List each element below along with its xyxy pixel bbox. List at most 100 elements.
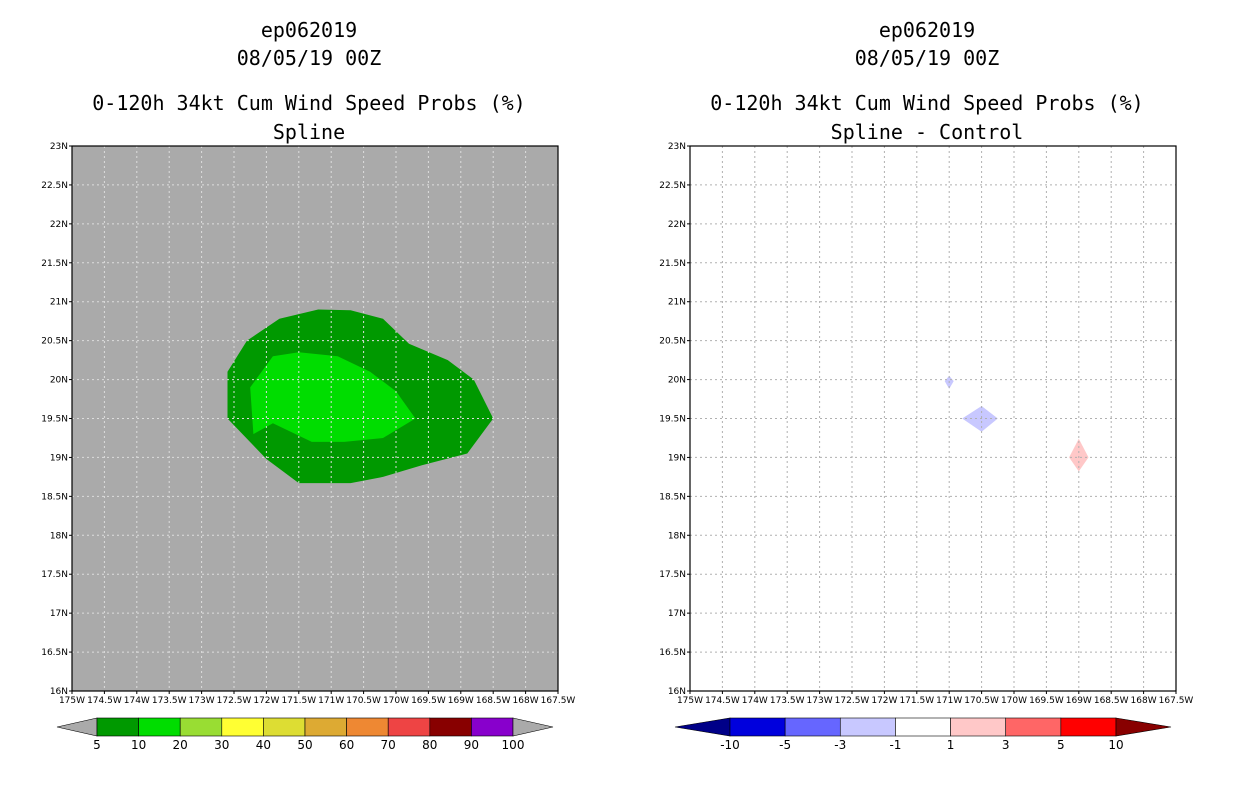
colorbar-label: 1 — [947, 738, 955, 752]
spline-probability-map: 175W 174.5W 174W 173.5W 173W 172.5W 172W 171.5W… — [41, 142, 575, 752]
storm-id-title: ep062019 — [878, 18, 976, 42]
colorbar-label: 90 — [464, 738, 479, 752]
y-tick-label: 18.5N — [659, 492, 686, 502]
y-tick-label: 19.5N — [659, 415, 686, 425]
y-tick-label: 18.5N — [41, 492, 68, 502]
x-tick-label: 169W — [448, 696, 474, 706]
colorbar-label: 3 — [1002, 738, 1010, 752]
x-tick-label: 170W — [383, 696, 409, 706]
x-tick-label: 171.5W — [281, 696, 316, 706]
chart-title: 0-120h 34kt Cum Wind Speed Probs (%) — [92, 91, 526, 115]
x-tick-label: 170.5W — [964, 696, 999, 706]
storm-id-title: ep062019 — [260, 18, 358, 42]
x-tick-label: 173.5W — [770, 696, 805, 706]
colorbar-label: -1 — [889, 738, 901, 752]
x-tick-label: 168.5W — [1094, 696, 1129, 706]
colorbar-swatch — [304, 717, 347, 737]
x-tick-label: 170W — [1001, 696, 1027, 706]
x-tick-label: 169.5W — [411, 696, 446, 706]
x-tick-label: 175W — [59, 696, 85, 706]
difference-probability-map: 175W 174.5W 174W 173.5W 173W 172.5W 172W 171.5W… — [659, 142, 1194, 752]
colorbar-label: 60 — [339, 738, 354, 752]
difference-panel: ep062019 08/05/19 00Z 0-120h 34kt Cum Wi… — [618, 0, 1236, 800]
y-tick-label: 16N — [668, 687, 686, 697]
chart-title: 0-120h 34kt Cum Wind Speed Probs (%) — [710, 91, 1144, 115]
colorbar-swatch — [1005, 717, 1062, 737]
y-tick-label: 22N — [50, 220, 68, 230]
y-tick-label: 20N — [668, 376, 686, 386]
x-tick-label: 174.5W — [705, 696, 740, 706]
chart-subtitle: Spline - Control — [830, 120, 1024, 144]
colorbar-swatch — [429, 717, 472, 737]
colorbar-swatch — [346, 717, 389, 737]
colorbar-swatch — [839, 717, 896, 737]
contour-1to3-2 — [1069, 438, 1089, 472]
colorbar-swatch — [221, 717, 264, 737]
y-tick-label: 21N — [50, 298, 68, 308]
colorbar-swatch — [263, 717, 306, 737]
y-tick-label: 16N — [50, 687, 68, 697]
colorbar-swatch — [784, 717, 841, 737]
y-tick-label: 16.5N — [41, 648, 68, 658]
x-tick-label: 175W — [677, 696, 703, 706]
x-tick-label: 174W — [742, 696, 768, 706]
y-tick-label: 22.5N — [41, 181, 68, 191]
x-tick-label: 169.5W — [1029, 696, 1064, 706]
x-tick-label: 173W — [189, 696, 215, 706]
colorbar-label: 30 — [214, 738, 229, 752]
plot-background — [690, 146, 1176, 691]
chart-subtitle: Spline — [272, 120, 346, 144]
colorbar-label: 5 — [1057, 738, 1065, 752]
colorbar-label: 5 — [93, 738, 101, 752]
colorbar-label: 100 — [502, 738, 525, 752]
x-tick-label: 168W — [513, 696, 539, 706]
y-tick-label: 19N — [668, 453, 686, 463]
x-tick-label: 167.5W — [1159, 696, 1194, 706]
x-tick-label: 169W — [1066, 696, 1092, 706]
datetime-title: 08/05/19 00Z — [854, 46, 1000, 70]
colorbar-swatch — [96, 717, 139, 737]
y-tick-label: 21.5N — [659, 259, 686, 269]
y-tick-label: 22.5N — [659, 181, 686, 191]
x-tick-label: 172W — [253, 696, 279, 706]
y-tick-label: 18N — [50, 531, 68, 541]
colorbar-label: -3 — [834, 738, 846, 752]
y-tick-label: 16.5N — [659, 648, 686, 658]
colorbar-under-triangle — [56, 717, 98, 737]
colorbar-label: 10 — [1108, 738, 1123, 752]
x-tick-label: 171W — [936, 696, 962, 706]
colorbar-label: 50 — [297, 738, 312, 752]
x-tick-label: 173.5W — [152, 696, 187, 706]
x-tick-label: 168W — [1131, 696, 1157, 706]
colorbar-label: -10 — [720, 738, 740, 752]
colorbar-under-triangle — [674, 717, 731, 737]
y-tick-label: 17N — [50, 609, 68, 619]
colorbar-swatch — [179, 717, 223, 737]
colorbar-over-triangle — [1115, 717, 1172, 737]
colorbar-swatch — [387, 717, 431, 737]
x-tick-label: 172.5W — [835, 696, 870, 706]
y-tick-label: 21N — [668, 298, 686, 308]
y-tick-label: 23N — [668, 142, 686, 152]
y-tick-label: 17.5N — [659, 570, 686, 580]
colorbar-swatch — [950, 717, 1007, 737]
colorbar-label: 80 — [422, 738, 437, 752]
colorbar-label: -5 — [779, 738, 791, 752]
y-tick-label: 20N — [50, 376, 68, 386]
contour-10-20-1 — [250, 352, 416, 442]
y-tick-label: 22N — [668, 220, 686, 230]
y-tick-label: 17N — [668, 609, 686, 619]
colorbar-label: 70 — [381, 738, 396, 752]
colorbar-over-triangle — [512, 717, 554, 737]
colorbar-label: 20 — [173, 738, 188, 752]
y-tick-label: 20.5N — [41, 337, 68, 347]
y-tick-label: 19N — [50, 453, 68, 463]
x-tick-label: 174W — [124, 696, 150, 706]
y-tick-label: 23N — [50, 142, 68, 152]
x-tick-label: 174.5W — [87, 696, 122, 706]
x-tick-label: 168.5W — [476, 696, 511, 706]
y-tick-label: 18N — [668, 531, 686, 541]
colorbar-swatch — [895, 717, 951, 737]
colorbar-swatch — [1060, 717, 1117, 737]
colorbar-label: 10 — [131, 738, 146, 752]
